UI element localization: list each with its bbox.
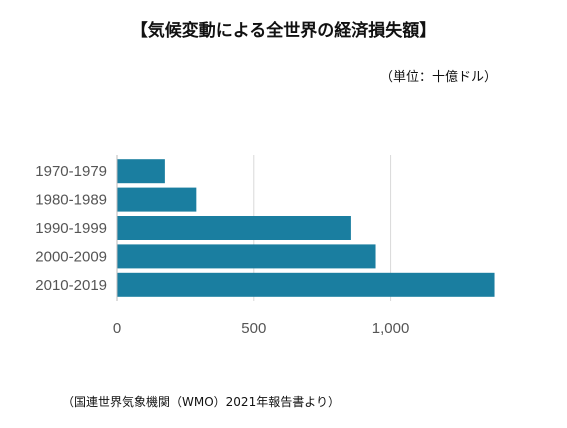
category-label-1980-1989: 1980-1989	[35, 192, 107, 209]
x-tick-label-0: 0	[113, 320, 121, 337]
unit-label: （単位：十億ドル）	[379, 70, 497, 85]
bar-1990-1999	[117, 216, 351, 240]
bar-1970-1979	[117, 159, 165, 184]
chart-title: 【気候変動による全世界の経済損失額】	[130, 21, 437, 41]
category-label-2010-2019: 2010-2019	[35, 277, 107, 294]
category-label-1970-1979: 1970-1979	[35, 163, 107, 180]
bar-2000-2009	[117, 244, 376, 269]
bar-1980-1989	[117, 187, 197, 212]
category-label-2000-2009: 2000-2009	[35, 248, 107, 265]
x-tick-label-1: 500	[241, 320, 266, 337]
bar-2010-2019	[117, 272, 495, 297]
source-note: （国連世界気象機関（WMO）2021年報告書より）	[62, 395, 340, 409]
x-tick-label-2: 1,000	[372, 320, 410, 337]
category-label-1990-1999: 1990-1999	[35, 220, 107, 237]
